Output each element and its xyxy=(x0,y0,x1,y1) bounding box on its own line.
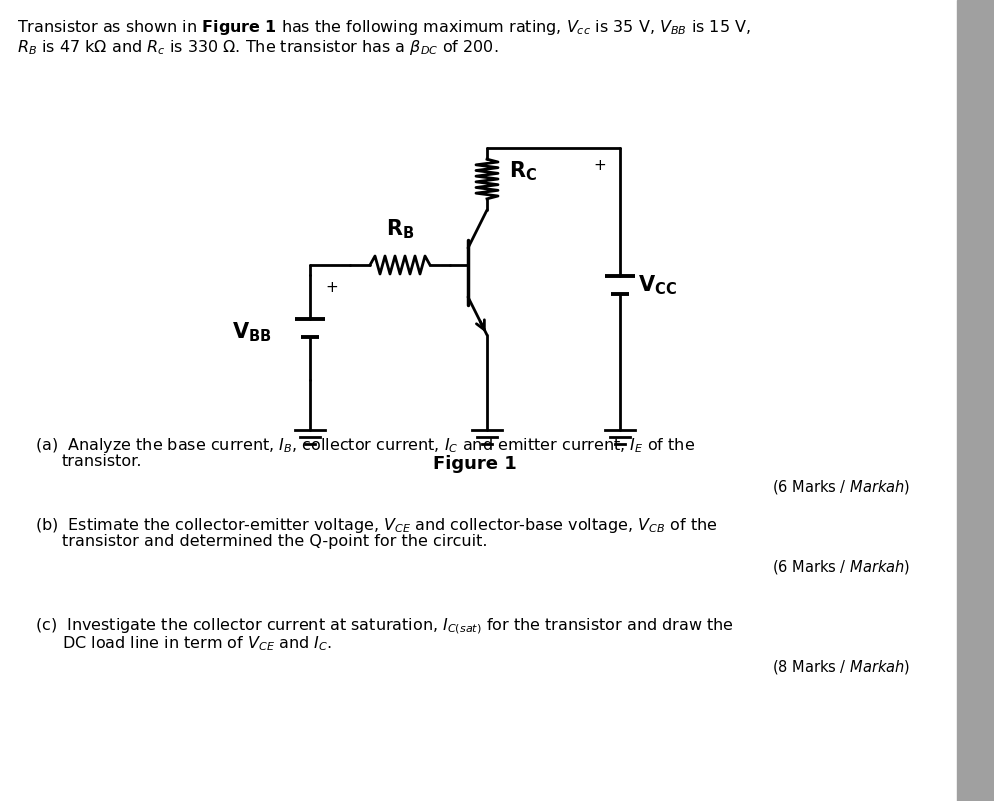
Text: (a)  Analyze the base current, $I_B$, collector current, $I_C$ and emitter curre: (a) Analyze the base current, $I_B$, col… xyxy=(35,436,695,455)
Text: $R_B$ is 47 k$\Omega$ and $R_c$ is 330 $\Omega$. The transistor has a $\beta_{DC: $R_B$ is 47 k$\Omega$ and $R_c$ is 330 $… xyxy=(17,38,498,57)
Text: transistor and determined the Q-point for the circuit.: transistor and determined the Q-point fo… xyxy=(62,534,487,549)
Text: $\mathbf{R_B}$: $\mathbf{R_B}$ xyxy=(386,217,414,241)
Text: +: + xyxy=(326,280,338,295)
Text: (c)  Investigate the collector current at saturation, $I_{C(sat)}$ for the trans: (c) Investigate the collector current at… xyxy=(35,616,734,636)
Bar xyxy=(957,0,994,801)
Text: $\mathbf{R_C}$: $\mathbf{R_C}$ xyxy=(509,159,537,183)
Text: transistor.: transistor. xyxy=(62,454,142,469)
Text: (8 Marks / $\mathit{Markah}$): (8 Marks / $\mathit{Markah}$) xyxy=(771,658,910,676)
Text: Transistor as shown in $\bf{Figure\ 1}$ has the following maximum rating, $V_{cc: Transistor as shown in $\bf{Figure\ 1}$ … xyxy=(17,18,750,37)
Text: (b)  Estimate the collector-emitter voltage, $V_{CE}$ and collector-base voltage: (b) Estimate the collector-emitter volta… xyxy=(35,516,718,535)
Text: $\mathbf{V_{BB}}$: $\mathbf{V_{BB}}$ xyxy=(233,320,272,344)
Text: (6 Marks / $\mathit{Markah}$): (6 Marks / $\mathit{Markah}$) xyxy=(771,478,910,496)
Text: DC load line in term of $V_{CE}$ and $I_C$.: DC load line in term of $V_{CE}$ and $I_… xyxy=(62,634,332,653)
Text: (6 Marks / $\mathit{Markah}$): (6 Marks / $\mathit{Markah}$) xyxy=(771,558,910,576)
Text: $\mathbf{V_{CC}}$: $\mathbf{V_{CC}}$ xyxy=(638,273,677,297)
Text: +: + xyxy=(593,159,606,174)
Text: Figure 1: Figure 1 xyxy=(433,455,517,473)
